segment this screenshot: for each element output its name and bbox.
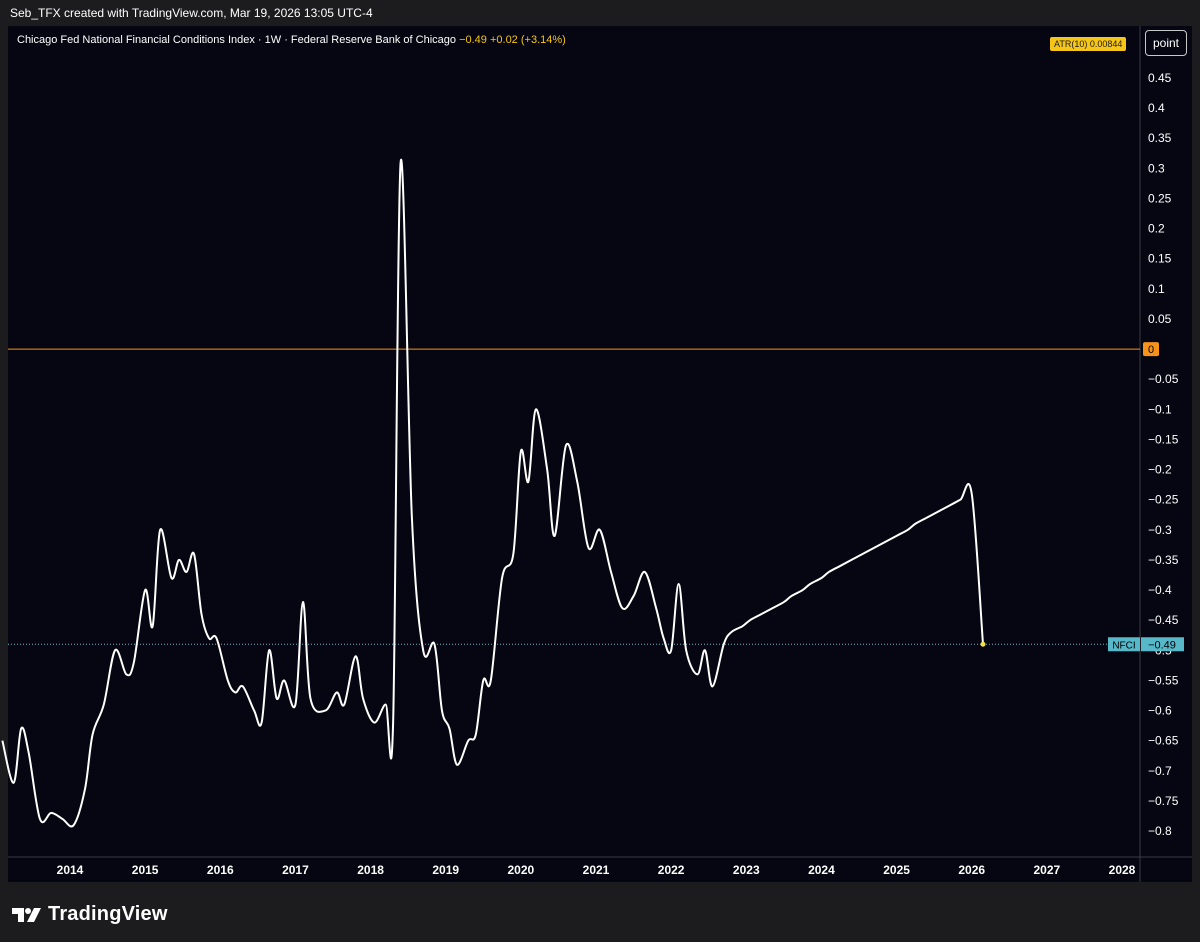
atr-indicator-badge[interactable]: ATR(10) 0.00844 [1050, 37, 1127, 51]
top-bar: Seb_TFX created with TradingView.com, Ma… [0, 0, 1200, 26]
legend-last-value: −0.49 [459, 34, 487, 46]
tradingview-logo-text: TradingView [48, 903, 168, 925]
bottom-bar [0, 882, 1200, 942]
author-line: Seb_TFX created with TradingView.com, Ma… [10, 6, 373, 20]
tradingview-logo[interactable]: TradingView [12, 903, 168, 926]
chart-legend[interactable]: Chicago Fed National Financial Condition… [17, 34, 566, 46]
legend-change: +0.02 (+3.14%) [489, 34, 566, 46]
tradingview-logo-icon [12, 907, 41, 922]
scale-mode-button[interactable]: point [1145, 30, 1187, 56]
chart-area[interactable] [8, 26, 1192, 882]
legend-title: Chicago Fed National Financial Condition… [17, 34, 456, 46]
